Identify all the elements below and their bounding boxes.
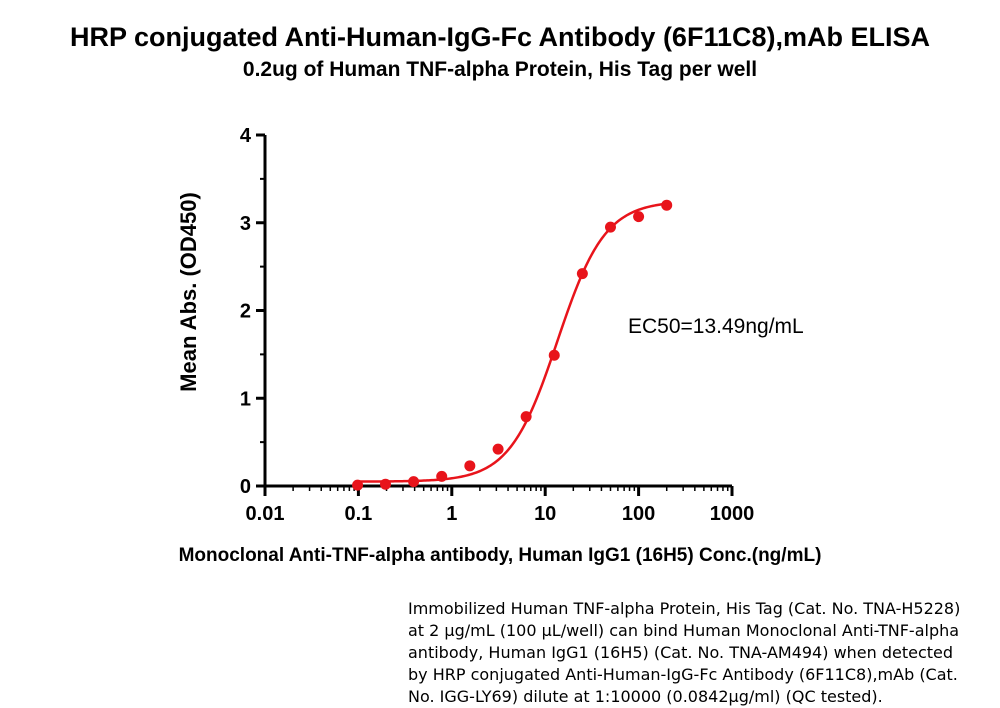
y-tick-label: 1 xyxy=(240,388,251,410)
y-tick-label: 3 xyxy=(240,213,251,235)
data-point xyxy=(436,470,448,482)
x-tick-label: 0.01 xyxy=(246,503,285,525)
chart-axes: 0 1 2 3 4 0.01 0.1 1 10 100 1000 xyxy=(240,125,754,525)
fit-curve xyxy=(357,202,667,483)
x-tick-label: 1000 xyxy=(710,503,755,525)
data-point xyxy=(576,268,588,280)
chart-subtitle: 0.2ug of Human TNF-alpha Protein, His Ta… xyxy=(242,58,758,81)
ec50-annotation: EC50=13.49ng/mL xyxy=(628,315,804,338)
y-axis-label: Mean Abs. (OD450) xyxy=(176,192,201,392)
data-point xyxy=(661,199,673,211)
y-tick-label: 2 xyxy=(240,301,251,323)
data-point xyxy=(520,411,532,423)
x-tick-label: 0.1 xyxy=(344,503,372,525)
figure-caption: Immobilized Human TNF-alpha Protein, His… xyxy=(408,599,961,706)
x-tick-label: 100 xyxy=(622,503,655,525)
data-point xyxy=(379,478,391,490)
x-tick-label: 1 xyxy=(446,503,457,525)
data-points-group xyxy=(352,199,673,491)
chart-title: HRP conjugated Anti-Human-IgG-Fc Antibod… xyxy=(69,22,931,52)
data-point xyxy=(408,476,420,488)
fit-curve-group xyxy=(357,202,667,483)
data-point xyxy=(604,221,616,233)
data-point xyxy=(352,479,364,491)
data-point xyxy=(464,460,476,472)
data-point xyxy=(548,349,560,361)
x-axis-label: Monoclonal Anti-TNF-alpha antibody, Huma… xyxy=(179,545,822,566)
x-tick-label: 10 xyxy=(534,503,556,525)
y-tick-label: 0 xyxy=(240,476,251,498)
data-point xyxy=(633,211,645,223)
data-point xyxy=(492,443,504,455)
y-tick-label: 4 xyxy=(240,125,252,147)
